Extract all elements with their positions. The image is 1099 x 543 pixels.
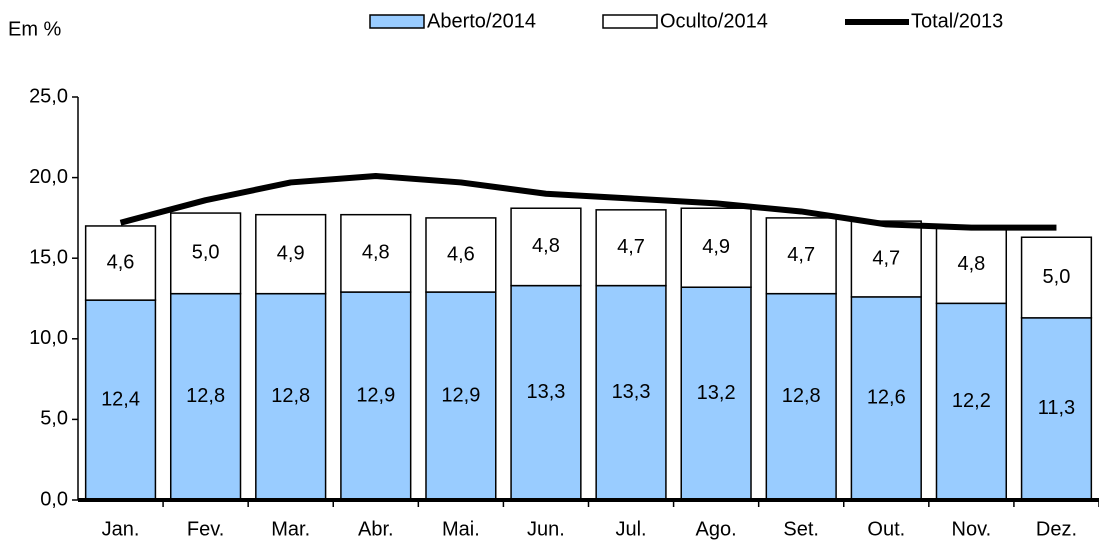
bar: [765, 292, 837, 501]
bar: [765, 217, 837, 295]
x-tick-label: Abr.: [358, 518, 394, 540]
x-tick-label: Set.: [783, 518, 819, 540]
legend-label: Aberto/2014: [427, 10, 536, 32]
x-tick-label: Jul.: [615, 518, 646, 540]
legend-label: Total/2013: [911, 10, 1003, 32]
x-tick-label: Mar.: [271, 518, 310, 540]
data-label: 13,2: [697, 382, 736, 404]
data-label: 4,7: [872, 247, 900, 269]
data-label: 12,2: [952, 390, 991, 412]
bar: [169, 212, 242, 295]
bar: [169, 292, 242, 501]
data-label: 4,9: [277, 242, 305, 264]
bar: [680, 286, 752, 501]
x-tick-label: Mai.: [442, 518, 480, 540]
data-label: 5,0: [1043, 266, 1071, 288]
data-label: 4,9: [702, 236, 730, 258]
data-label: 12,9: [441, 384, 480, 406]
data-label: 12,8: [186, 385, 225, 407]
y-tick-label: 5,0: [40, 408, 68, 430]
bar: [850, 296, 922, 501]
data-label: 11,3: [1038, 397, 1075, 419]
data-label: 4,7: [617, 236, 645, 258]
legend-swatch: [602, 14, 658, 29]
bar: [340, 291, 412, 501]
line: [119, 172, 1057, 231]
bar: [425, 217, 497, 293]
bar: [425, 291, 497, 501]
bar: [510, 207, 582, 287]
data-label: 4,7: [787, 244, 815, 266]
bar: [1020, 317, 1093, 501]
data-label: 4,8: [532, 235, 560, 257]
data-label: 13,3: [526, 381, 565, 403]
legend-swatch: [369, 14, 425, 29]
x-tick-label: Dez.: [1036, 518, 1077, 540]
data-label: 12,4: [101, 388, 140, 410]
y-axis-label: Em %: [8, 18, 62, 40]
data-label: 4,8: [362, 242, 390, 264]
x-tick-label: Jan.: [102, 518, 140, 540]
bar: [84, 225, 157, 301]
bar: [935, 302, 1008, 501]
y-tick-label: 20,0: [29, 166, 68, 188]
x-tick-label: Fev.: [187, 518, 224, 540]
data-label: 4,8: [957, 253, 985, 275]
y-tick-label: 0,0: [40, 488, 68, 510]
bar: [850, 220, 922, 298]
x-tick-label: Ago.: [696, 518, 737, 540]
data-label: 12,9: [356, 384, 395, 406]
data-label: 5,0: [192, 242, 220, 264]
data-label: 13,3: [612, 381, 651, 403]
legend-label: Oculto/2014: [660, 10, 768, 32]
data-label: 12,8: [782, 385, 821, 407]
data-label: 4,6: [447, 243, 475, 265]
bar: [595, 209, 667, 287]
bar: [1020, 236, 1093, 319]
data-label: 12,6: [867, 387, 906, 409]
y-tick-label: 25,0: [29, 85, 68, 107]
data-label: 4,6: [107, 251, 135, 273]
bar: [340, 213, 412, 293]
y-tick-label: 15,0: [29, 246, 68, 268]
x-tick-label: Out.: [867, 518, 905, 540]
data-label: 12,8: [271, 385, 310, 407]
x-tick-label: Jun.: [527, 518, 565, 540]
bar: [680, 207, 752, 288]
bar: [935, 225, 1008, 305]
x-tick-label: Nov.: [952, 518, 992, 540]
bar: [255, 213, 327, 295]
bar: [595, 284, 667, 501]
bar: [510, 284, 582, 501]
y-tick-label: 10,0: [29, 327, 68, 349]
